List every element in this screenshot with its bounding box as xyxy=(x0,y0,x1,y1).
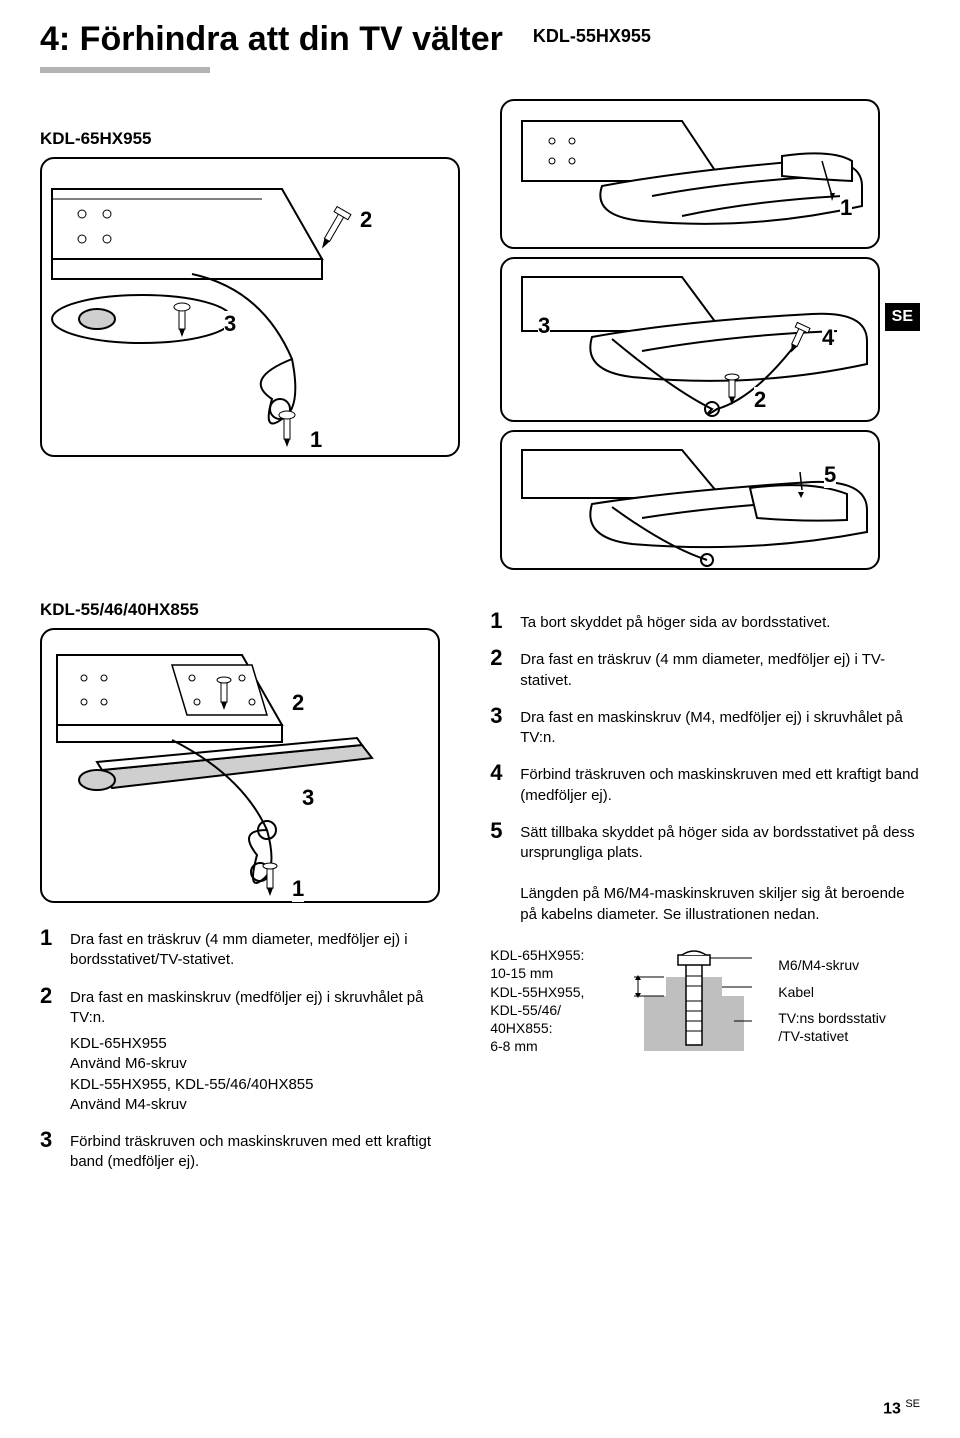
callout-r2-4: 4 xyxy=(822,325,834,351)
left-step-2: 2 Dra fast en maskinskruv (medföljer ej)… xyxy=(40,985,450,1029)
page-title: 4: Förhindra att din TV välter xyxy=(40,20,503,59)
model-label-top-right: KDL-55HX955 xyxy=(533,26,651,47)
right-step-4: 4 Förbind träskruven och maskinskruven m… xyxy=(490,762,920,806)
step-text: Dra fast en maskinskruv (medföljer ej) i… xyxy=(70,985,450,1029)
step-text: Förbind träskruven och maskinskruven med… xyxy=(520,762,920,806)
diagram-panel-55-1: 1 xyxy=(500,99,880,249)
se-badge: SE xyxy=(885,303,920,331)
step-num: 2 xyxy=(40,985,60,1007)
callout-r2-3: 3 xyxy=(538,313,550,339)
screw-right-labels: M6/M4-skruv Kabel TV:ns bordsstativ /TV-… xyxy=(778,956,898,1045)
step-text: Dra fast en maskinskruv (M4, medföljer e… xyxy=(520,705,920,749)
left-step-1: 1 Dra fast en träskruv (4 mm diameter, m… xyxy=(40,927,450,971)
screw-label-c: TV:ns bordsstativ /TV-stativet xyxy=(778,1009,898,1045)
diagram-panel-55-2: 3 4 2 xyxy=(500,257,880,422)
right-step-3: 3 Dra fast en maskinskruv (M4, medföljer… xyxy=(490,705,920,749)
right-diagram: 1 3 xyxy=(500,99,900,570)
page-number: 13 xyxy=(883,1400,901,1417)
step-num: 3 xyxy=(490,705,510,727)
diagram-panel-65hx: 2 3 1 xyxy=(40,157,460,457)
page-marker: SE xyxy=(905,1398,920,1410)
right-step-1: 1 Ta bort skyddet på höger sida av bords… xyxy=(490,610,920,633)
page-footer: 13 SE xyxy=(883,1398,920,1418)
right-column: 1 Ta bort skyddet på höger sida av bords… xyxy=(490,600,920,1187)
step-num: 2 xyxy=(490,647,510,669)
step-text: Förbind träskruven och maskinskruven med… xyxy=(70,1129,450,1173)
note-text: Längden på M6/M4-maskinskruven skiljer s… xyxy=(520,881,920,925)
screw-label-a: M6/M4-skruv xyxy=(778,956,898,974)
diagram-55-3-svg xyxy=(502,432,882,572)
step-num: 1 xyxy=(40,927,60,949)
step-text: Dra fast en träskruv (4 mm diameter, med… xyxy=(70,927,450,971)
callout-r2-2: 2 xyxy=(754,387,766,413)
callout-left-2: 2 xyxy=(360,207,372,233)
step-num: 4 xyxy=(490,762,510,784)
right-steps: 1 Ta bort skyddet på höger sida av bords… xyxy=(490,610,920,863)
model-label-mid: KDL-55/46/40HX855 xyxy=(40,600,450,620)
left-step-3: 3 Förbind träskruven och maskinskruven m… xyxy=(40,1129,450,1173)
left-diagram: KDL-65HX955 xyxy=(40,99,460,570)
diagram-65hx-svg xyxy=(42,159,462,459)
callout-mid-1: 1 xyxy=(292,876,304,902)
step-num: 1 xyxy=(490,610,510,632)
screw-left-labels: KDL-65HX955: 10-15 mm KDL-55HX955, KDL-5… xyxy=(490,946,610,1055)
step-num: 3 xyxy=(40,1129,60,1151)
step-text: Ta bort skyddet på höger sida av bordsst… xyxy=(520,610,830,633)
callout-r1-1: 1 xyxy=(840,195,852,221)
mid-section: KDL-55/46/40HX855 xyxy=(40,600,920,1187)
diagram-panel-55-3: 5 xyxy=(500,430,880,570)
right-step-5: 5 Sätt tillbaka skyddet på höger sida av… xyxy=(490,820,920,864)
diagram-panel-855: 2 3 1 xyxy=(40,628,440,903)
title-zone: 4: Förhindra att din TV välter KDL-55HX9… xyxy=(40,20,920,99)
screw-cross-section-svg xyxy=(624,941,764,1061)
callout-left-1: 1 xyxy=(310,427,322,453)
step-num: 5 xyxy=(490,820,510,842)
diagram-855-svg xyxy=(42,630,442,905)
right-step-2: 2 Dra fast en träskruv (4 mm diameter, m… xyxy=(490,647,920,691)
diagram-55-1-svg xyxy=(502,101,882,251)
left-steps: 1 Dra fast en träskruv (4 mm diameter, m… xyxy=(40,927,450,1173)
screw-label-b: Kabel xyxy=(778,983,898,1001)
model-label-left: KDL-65HX955 xyxy=(40,129,460,149)
left-column: KDL-55/46/40HX855 xyxy=(40,600,450,1187)
step-text: Sätt tillbaka skyddet på höger sida av b… xyxy=(520,820,920,864)
left-step-2-sub: KDL-65HX955 Använd M6-skruv KDL-55HX955,… xyxy=(70,1034,450,1115)
step-text: Dra fast en träskruv (4 mm diameter, med… xyxy=(520,647,920,691)
callout-r3-5: 5 xyxy=(824,462,836,488)
screw-figure: KDL-65HX955: 10-15 mm KDL-55HX955, KDL-5… xyxy=(490,941,920,1061)
top-diagrams: KDL-65HX955 xyxy=(40,99,920,570)
title-underline xyxy=(40,67,210,73)
callout-mid-3: 3 xyxy=(302,785,314,811)
callout-left-3: 3 xyxy=(224,311,236,337)
callout-mid-2: 2 xyxy=(292,690,304,716)
